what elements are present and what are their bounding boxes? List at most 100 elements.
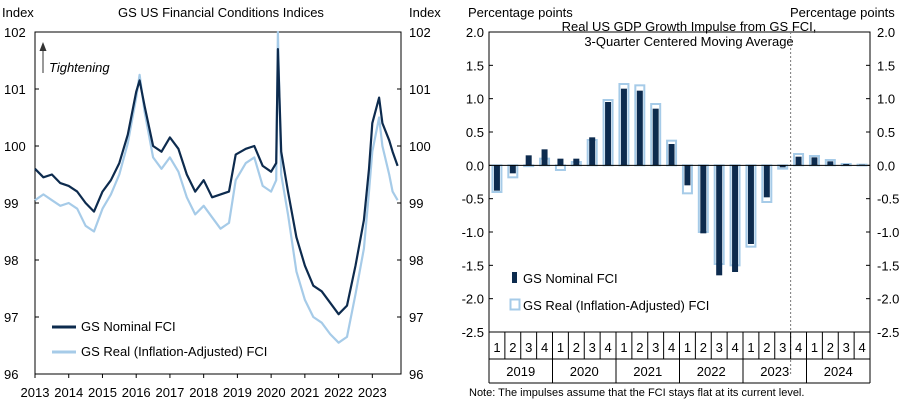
quarter-label: 1 bbox=[557, 340, 564, 355]
bar-nominal bbox=[779, 165, 786, 168]
right-y-tick-label: -1.0 bbox=[462, 225, 484, 240]
quarter-label: 1 bbox=[811, 340, 818, 355]
right-legend-nominal: GS Nominal FCI bbox=[523, 271, 618, 286]
right-y-tick-label-right: -0.5 bbox=[877, 192, 899, 207]
quarter-label: 1 bbox=[493, 340, 500, 355]
tightening-annotation: Tightening bbox=[49, 60, 110, 75]
right-y-tick-label: 0.0 bbox=[466, 158, 484, 173]
quarter-label: 4 bbox=[731, 340, 738, 355]
bar-nominal bbox=[493, 165, 500, 191]
legend-swatch-real-bar bbox=[509, 298, 521, 311]
bar-nominal bbox=[525, 155, 532, 166]
left-chart: 96 96 97 97 98 98 99 99 100 100 101 101 102 102 2013 20… bbox=[4, 25, 431, 400]
quarter-label: 2 bbox=[700, 340, 707, 355]
quarter-label: 2 bbox=[509, 340, 516, 355]
bar-nominal bbox=[700, 165, 707, 234]
right-y-tick-label-right: 2.0 bbox=[877, 25, 895, 40]
left-x-tick-label: 2020 bbox=[257, 385, 286, 400]
left-y-tick-label: 98 bbox=[4, 253, 18, 268]
arrow-up-icon bbox=[39, 42, 47, 51]
bar-nominal bbox=[827, 161, 834, 166]
year-label: 2022 bbox=[697, 364, 726, 379]
right-chart-title-line1: Real US GDP Growth Impulse from GS FCI, bbox=[562, 19, 817, 34]
quarter-label: 4 bbox=[858, 340, 865, 355]
bar-real bbox=[554, 164, 566, 171]
bar-nominal bbox=[589, 137, 596, 166]
right-y-tick-label: 1.0 bbox=[466, 92, 484, 107]
year-label: 2019 bbox=[506, 364, 535, 379]
year-label: 2020 bbox=[570, 364, 599, 379]
quarter-label: 4 bbox=[795, 340, 802, 355]
bar-nominal bbox=[541, 149, 548, 166]
quarter-label: 2 bbox=[636, 340, 643, 355]
bar-nominal bbox=[573, 158, 580, 166]
left-y-tick-label-right: 101 bbox=[409, 82, 431, 97]
bar-nominal bbox=[747, 165, 754, 244]
bar-nominal bbox=[668, 144, 675, 166]
right-y-label: Percentage points bbox=[468, 5, 573, 20]
bar-nominal bbox=[716, 165, 723, 276]
bar-nominal bbox=[620, 88, 627, 166]
right-y-tick-label-right: 1.0 bbox=[877, 92, 895, 107]
right-y-tick-label-right: -1.0 bbox=[877, 225, 899, 240]
quarter-label: 3 bbox=[843, 340, 850, 355]
year-label: 2021 bbox=[633, 364, 662, 379]
left-x-tick-label: 2013 bbox=[21, 385, 50, 400]
right-legend-real: GS Real (Inflation-Adjusted) FCI bbox=[523, 298, 709, 313]
quarter-label: 4 bbox=[604, 340, 611, 355]
right-y-label-right: Percentage points bbox=[790, 5, 895, 20]
left-x-tick-label: 2017 bbox=[155, 385, 184, 400]
left-y-label-right: Index bbox=[409, 5, 441, 20]
left-y-tick-label: 101 bbox=[4, 82, 26, 97]
bar-nominal bbox=[652, 108, 659, 166]
series-line-real bbox=[34, 30, 399, 344]
left-x-tick-label: 2022 bbox=[324, 385, 353, 400]
left-y-label: Index bbox=[2, 5, 34, 20]
series-line-nominal bbox=[34, 48, 399, 316]
left-x-tick-label: 2014 bbox=[54, 385, 83, 400]
right-plot-frame bbox=[488, 31, 871, 333]
left-x-tick-label: 2019 bbox=[223, 385, 252, 400]
right-chart: -2.5 -2.5 -2.0 -2.0 -1.5 -1.5 -1.0 -1.0 -0.5 -0.5… bbox=[462, 25, 899, 384]
left-x-tick-label: 2016 bbox=[122, 385, 151, 400]
right-y-tick-label-right: -2.0 bbox=[877, 292, 899, 307]
bar-nominal bbox=[557, 158, 564, 166]
legend-swatch-nominal-bar bbox=[512, 272, 517, 283]
left-y-tick-label-right: 96 bbox=[409, 367, 423, 382]
quarter-label: 1 bbox=[747, 340, 754, 355]
right-y-tick-label-right: -1.5 bbox=[877, 258, 899, 273]
quarter-label: 1 bbox=[684, 340, 691, 355]
right-y-tick-label: 2.0 bbox=[466, 25, 484, 40]
right-y-tick-label: -0.5 bbox=[462, 192, 484, 207]
left-legend-nominal: GS Nominal FCI bbox=[81, 319, 176, 334]
right-y-tick-label: -2.0 bbox=[462, 292, 484, 307]
bar-nominal bbox=[684, 165, 691, 186]
left-chart-title: GS US Financial Conditions Indices bbox=[118, 5, 324, 20]
right-y-tick-label-right: 1.5 bbox=[877, 58, 895, 73]
year-label: 2023 bbox=[760, 364, 789, 379]
right-y-tick-label: 1.5 bbox=[466, 58, 484, 73]
left-y-tick-label: 102 bbox=[4, 25, 26, 40]
bar-nominal bbox=[605, 102, 612, 166]
quarter-label: 4 bbox=[541, 340, 548, 355]
bar-nominal bbox=[732, 165, 739, 272]
left-y-tick-label: 97 bbox=[4, 310, 18, 325]
quarter-label: 2 bbox=[827, 340, 834, 355]
left-y-tick-label-right: 98 bbox=[409, 253, 423, 268]
year-label: 2024 bbox=[824, 364, 853, 379]
left-y-tick-label: 100 bbox=[4, 139, 26, 154]
quarter-label: 3 bbox=[652, 340, 659, 355]
quarter-label: 1 bbox=[620, 340, 627, 355]
left-y-tick-label-right: 99 bbox=[409, 196, 423, 211]
bar-nominal bbox=[795, 156, 802, 166]
left-y-tick-label-right: 100 bbox=[409, 139, 431, 154]
right-y-tick-label: -2.5 bbox=[462, 325, 484, 340]
left-y-tick-label: 99 bbox=[4, 196, 18, 211]
left-x-tick-label: 2015 bbox=[88, 385, 117, 400]
quarter-label: 3 bbox=[716, 340, 723, 355]
bar-nominal bbox=[763, 165, 770, 198]
left-legend-real: GS Real (Inflation-Adjusted) FCI bbox=[81, 344, 267, 359]
quarter-label: 3 bbox=[525, 340, 532, 355]
